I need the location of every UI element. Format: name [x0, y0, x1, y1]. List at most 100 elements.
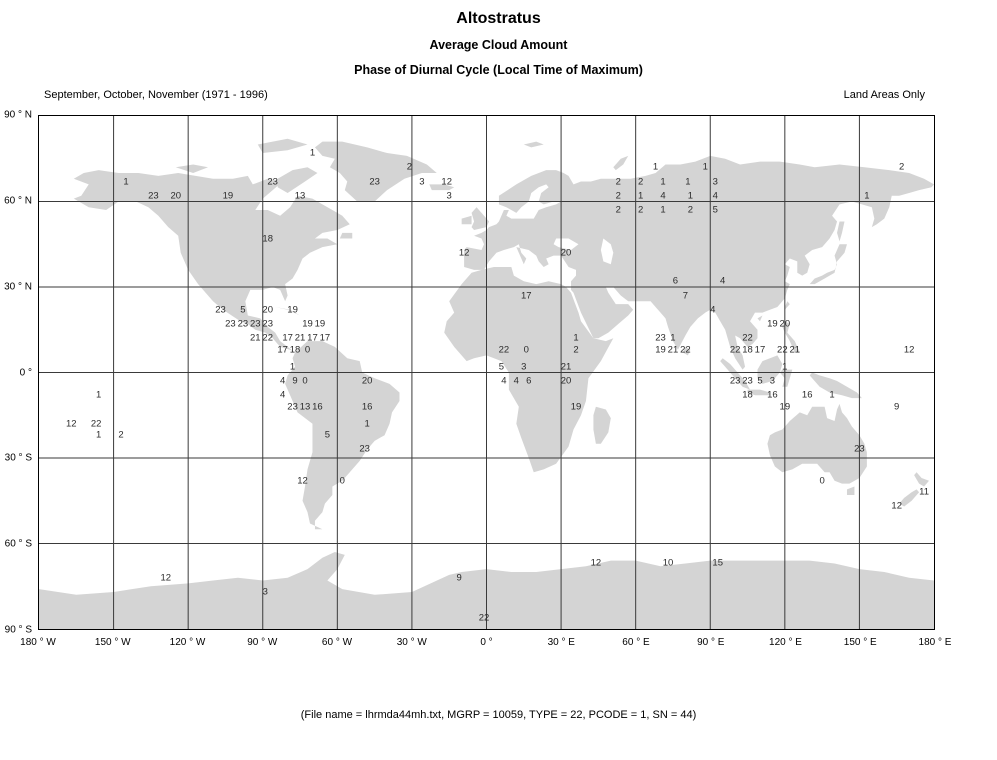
data-point-value: 22: [742, 332, 753, 344]
data-point-value: 23: [225, 318, 236, 330]
chart-subtitle-amount: Average Cloud Amount: [429, 38, 568, 52]
data-point-value: 17: [307, 332, 318, 344]
data-point-value: 19: [314, 318, 326, 330]
data-point-value: 23: [287, 400, 298, 412]
data-point-value: 23: [237, 318, 249, 330]
sea-black: [553, 238, 579, 250]
data-point-value: 10: [662, 557, 674, 569]
data-point-value: 1: [96, 389, 102, 401]
x-tick-label: 30 ° E: [547, 637, 575, 648]
data-point-value: 9: [894, 400, 900, 412]
data-point-value: 22: [680, 343, 691, 355]
data-point-value: 12: [891, 500, 902, 512]
data-point-value: 19: [767, 318, 778, 330]
landmass-baffin: [277, 167, 318, 193]
data-point-value: 12: [590, 557, 602, 569]
data-point-value: 23: [249, 318, 261, 330]
data-point-value: 17: [520, 289, 532, 301]
x-tick-label: 90 ° E: [697, 637, 725, 648]
data-point-value: 12: [903, 343, 915, 355]
data-points-layer: 1 2 1 1 2 1 23 23 3 12 2 2 1 1 3 23 20 19 13 3 2 1 4 1 4 1 2 2 1 2 5 18…: [39, 116, 934, 629]
data-point-value: 5: [712, 204, 718, 216]
landmass-hainan: [757, 315, 763, 322]
data-point-value: 16: [801, 389, 813, 401]
chart-title: Altostratus: [456, 10, 541, 27]
data-point-value: 1: [637, 190, 644, 202]
data-point-value: 17: [319, 332, 331, 344]
data-point-value: 3: [419, 175, 425, 187]
data-point-value: 20: [170, 190, 182, 202]
data-point-value: 20: [560, 375, 572, 387]
landmass-nz-south: [899, 489, 920, 507]
data-point-value: 1: [96, 429, 102, 441]
data-point-value: 1: [660, 175, 666, 187]
data-point-value: 18: [742, 389, 753, 401]
data-point-value: 20: [262, 304, 274, 316]
data-point-value: 1: [309, 147, 316, 159]
landmass-novaya-zemlya: [613, 155, 629, 171]
data-point-value: 16: [312, 400, 323, 412]
landmass-south-america: [285, 341, 400, 530]
data-point-value: 19: [570, 400, 582, 412]
data-point-value: 18: [742, 343, 753, 355]
landmass-greenland: [314, 141, 437, 202]
data-point-value: 20: [361, 375, 373, 387]
landmass-newfoundland: [339, 232, 353, 239]
data-point-value: 2: [899, 161, 905, 173]
data-point-value: 23: [655, 332, 666, 344]
data-point-value: 16: [361, 400, 373, 412]
landmass-australia: [767, 403, 867, 484]
data-point-value: 18: [262, 232, 274, 244]
x-tick-label: 150 ° W: [94, 637, 131, 648]
y-tick-label: 60 ° N: [4, 195, 32, 207]
x-tick-label: 30 ° W: [396, 637, 427, 648]
data-point-value: 1: [123, 175, 129, 187]
y-tick-label: 30 ° S: [4, 452, 32, 464]
data-point-value: 2: [573, 343, 579, 355]
file-info-footer: (File name = lhrmda44mh.txt, MGRP = 1005…: [300, 709, 697, 721]
data-point-value: 4: [279, 389, 286, 401]
data-point-value: 12: [160, 571, 172, 583]
data-point-value: 2: [406, 161, 413, 173]
x-tick-label: 180 ° E: [918, 637, 952, 648]
data-point-value: 0: [339, 475, 345, 487]
data-point-value: 4: [279, 375, 286, 387]
data-point-value: 0: [302, 375, 308, 387]
data-point-value: 20: [779, 318, 791, 330]
landmass-iceland: [429, 184, 455, 191]
data-point-value: 23: [359, 443, 370, 455]
data-point-value: 5: [757, 375, 763, 387]
landmass-madagascar: [593, 406, 611, 444]
data-point-value: 23: [854, 443, 865, 455]
landmass-japan: [809, 244, 847, 285]
data-point-value: 1: [652, 161, 659, 173]
landmass-ireland: [461, 215, 472, 225]
data-point-value: 6: [672, 275, 679, 287]
data-point-value: 2: [615, 190, 621, 202]
map-plot: 1 2 1 1 2 1 23 23 3 12 2 2 1 1 3 23 20 19 13 3 2 1 4 1 4 1 2 2 1 2 5 18…: [38, 115, 935, 630]
data-point-value: 12: [441, 175, 453, 187]
data-point-value: 3: [769, 375, 776, 387]
y-tick-label: 30 ° N: [4, 281, 32, 293]
landmass-sri-lanka: [682, 346, 691, 356]
landmass-sulawesi: [779, 369, 793, 387]
data-point-value: 1: [289, 361, 296, 373]
landmass-north-america: [73, 170, 350, 353]
landmass-new-guinea: [809, 372, 862, 399]
data-point-value: 2: [637, 175, 644, 187]
coverage-label: Land Areas Only: [843, 89, 925, 101]
data-point-value: 12: [66, 418, 77, 430]
data-point-value: 15: [712, 557, 723, 569]
landmass-svalbard: [523, 141, 544, 148]
data-point-value: 4: [720, 275, 726, 287]
data-point-value: 1: [364, 418, 370, 430]
data-point-value: 21: [249, 332, 261, 344]
data-point-value: 1: [670, 332, 676, 344]
data-point-value: 1: [702, 161, 708, 173]
data-point-value: 23: [267, 175, 278, 187]
data-point-value: 22: [262, 332, 274, 344]
data-point-value: 3: [712, 175, 718, 187]
data-point-value: 4: [710, 304, 716, 316]
data-point-value: 4: [501, 375, 507, 387]
